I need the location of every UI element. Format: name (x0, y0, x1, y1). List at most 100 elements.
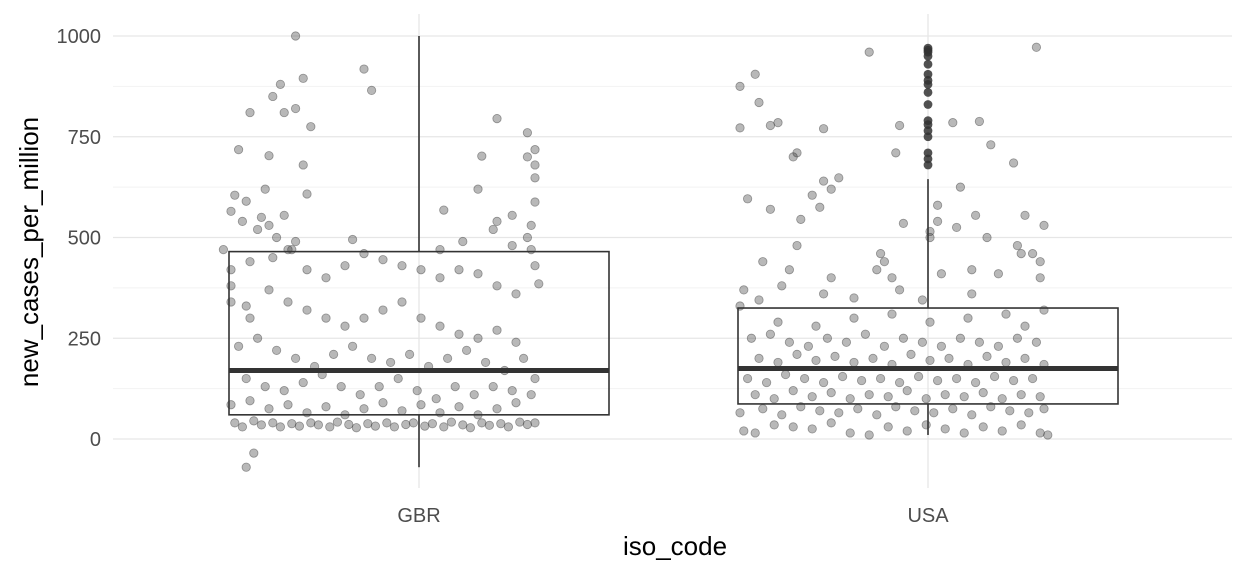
data-point (492, 216, 502, 226)
data-point (891, 148, 901, 158)
data-point (359, 313, 369, 323)
data-point (849, 293, 859, 303)
data-point (530, 418, 540, 428)
data-point (226, 281, 236, 291)
data-point (864, 47, 874, 57)
data-point (469, 390, 479, 400)
data-point (283, 297, 293, 307)
data-point (940, 390, 950, 400)
data-point (234, 145, 244, 155)
data-point (742, 194, 753, 204)
data-point (1024, 408, 1034, 418)
data-point (275, 79, 285, 89)
data-point (773, 357, 783, 368)
outlier-point (923, 59, 933, 69)
data-point (439, 422, 449, 432)
data-point (378, 398, 388, 408)
data-point (488, 224, 498, 235)
data-point (241, 373, 251, 384)
data-point (340, 321, 350, 331)
data-point (940, 424, 950, 434)
data-point (1012, 333, 1023, 343)
data-point (932, 216, 943, 226)
data-point (492, 325, 502, 335)
data-point (932, 200, 943, 210)
data-point (936, 269, 947, 279)
data-point (515, 417, 525, 427)
data-point (249, 448, 259, 458)
data-point (769, 394, 779, 404)
data-point (1020, 353, 1030, 363)
data-point (1035, 273, 1045, 283)
data-point (818, 176, 829, 186)
data-point (1012, 240, 1023, 251)
data-point (948, 118, 958, 128)
y-axis-title: new_cases_per_million (14, 117, 44, 387)
data-point (864, 390, 874, 400)
outlier-point (923, 116, 933, 126)
data-point (826, 184, 836, 194)
data-point (427, 419, 437, 429)
data-point (245, 257, 255, 267)
data-point (898, 333, 909, 343)
data-point (955, 333, 966, 343)
data-point (290, 236, 301, 247)
data-point (283, 244, 293, 255)
data-point (294, 421, 304, 431)
data-point (530, 173, 540, 183)
data-point (1001, 357, 1011, 368)
data-point (1031, 42, 1042, 52)
data-point (792, 349, 802, 359)
data-point (856, 375, 867, 386)
data-point (1039, 305, 1049, 315)
data-point (306, 122, 316, 132)
data-point (803, 341, 814, 351)
data-point (473, 269, 483, 279)
data-point (1020, 210, 1030, 220)
data-point (986, 140, 996, 150)
data-point (1035, 392, 1045, 402)
data-point (742, 373, 753, 384)
data-point (511, 337, 521, 347)
data-point (522, 128, 533, 138)
data-point (450, 382, 460, 392)
data-point (997, 394, 1007, 404)
data-point (302, 408, 312, 418)
data-point (306, 418, 316, 428)
data-point (925, 355, 935, 366)
data-point (530, 373, 540, 384)
data-point (522, 152, 533, 162)
data-point (302, 189, 312, 199)
data-point (754, 353, 764, 363)
data-point (735, 301, 745, 311)
data-point (1016, 249, 1026, 259)
data-point (1016, 390, 1026, 400)
data-point (260, 184, 270, 194)
data-point (910, 406, 920, 416)
data-point (340, 261, 350, 271)
data-point (279, 386, 289, 396)
data-point (959, 392, 969, 402)
data-point (929, 408, 939, 418)
data-point (530, 261, 540, 271)
data-point (507, 210, 517, 220)
data-point (1035, 257, 1045, 267)
data-point (758, 257, 768, 267)
data-point (253, 224, 263, 235)
data-point (944, 353, 954, 363)
jitter-points (218, 31, 1053, 472)
data-point (963, 313, 973, 323)
data-point (237, 216, 247, 226)
data-point (758, 404, 768, 414)
data-point (993, 269, 1004, 279)
data-point (264, 404, 274, 414)
data-point (271, 345, 282, 355)
data-point (1020, 321, 1030, 331)
data-point (378, 305, 388, 315)
data-point (363, 419, 373, 429)
data-point (822, 333, 833, 343)
data-point (454, 402, 464, 412)
data-point (970, 210, 981, 220)
data-point (967, 265, 977, 275)
data-point (492, 114, 502, 124)
